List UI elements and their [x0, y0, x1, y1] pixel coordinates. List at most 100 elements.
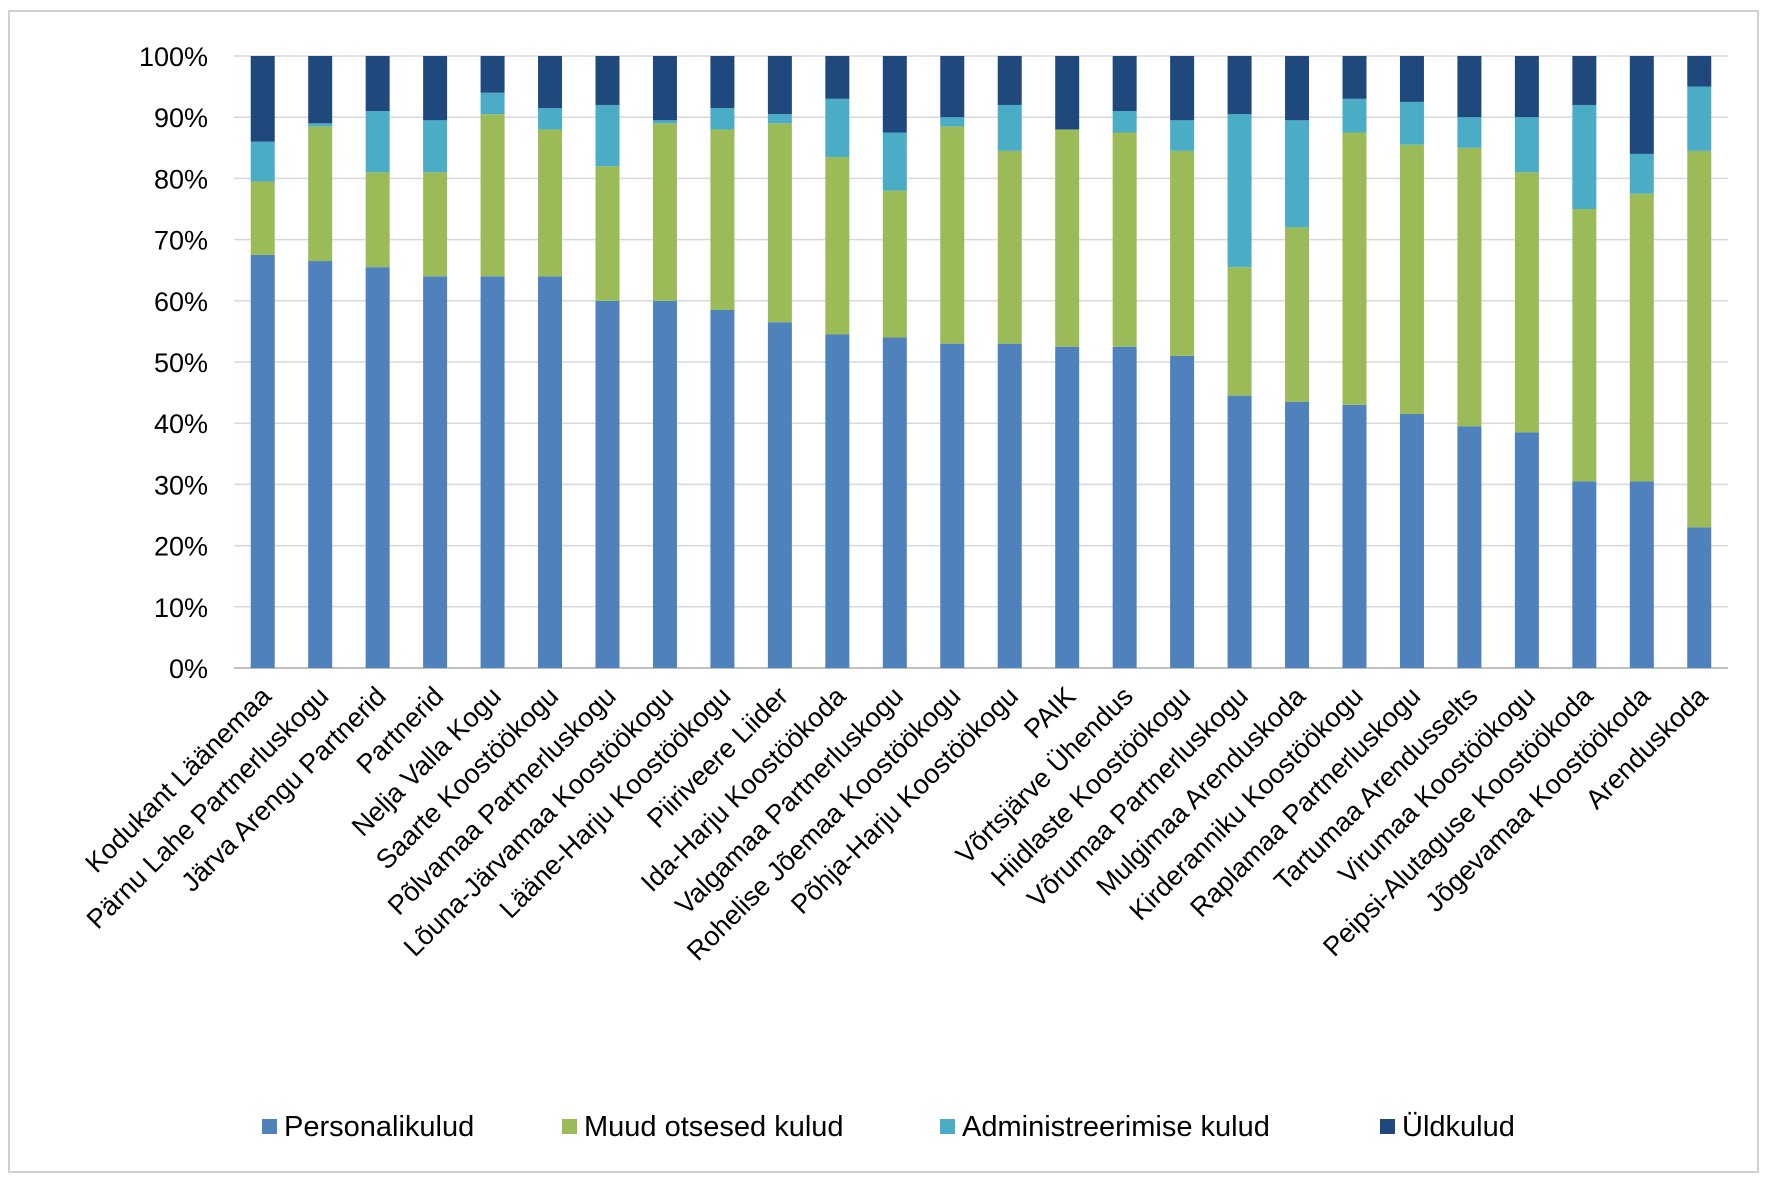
bar-segment [710, 56, 735, 109]
y-tick-label: 40% [154, 409, 208, 439]
bar-segment [1285, 120, 1310, 228]
bar-segment [365, 111, 390, 173]
bar-segment [767, 56, 792, 115]
bar-segment [308, 123, 333, 127]
bar-segment [652, 56, 677, 121]
legend-item: Administreerimise kulud [940, 1111, 1270, 1143]
bar-segment [365, 56, 390, 112]
bar-segment [595, 104, 620, 167]
bar-segment [940, 126, 965, 344]
bar-segment [1399, 144, 1424, 415]
y-tick-label: 20% [154, 532, 208, 562]
bar-segment [1399, 56, 1424, 102]
bar-segment [1112, 346, 1137, 668]
gridlines [234, 55, 1728, 669]
y-tick-label: 60% [154, 287, 208, 317]
bar-segment [710, 309, 735, 668]
legend-label: Personalikulud [284, 1111, 474, 1143]
bar-segment [308, 126, 333, 262]
bar-segment [423, 172, 448, 277]
bar-segment [480, 92, 505, 115]
legend: Personalikulud Muud otsesed kulud Administ… [262, 1111, 1515, 1143]
bar-segment [1687, 527, 1712, 668]
bar-segment [1342, 404, 1367, 668]
bar-segment [997, 104, 1022, 151]
bar-segment [1285, 56, 1310, 121]
legend-swatch [940, 1119, 955, 1134]
bar-segment [1457, 56, 1482, 118]
bar-segment [1687, 86, 1712, 151]
bar-segment [767, 114, 792, 124]
bar-segment [423, 276, 448, 668]
bar-segment [1112, 132, 1137, 347]
bar-segment [1055, 129, 1080, 347]
y-tick-label: 30% [154, 470, 208, 500]
y-tick-label: 0% [169, 654, 208, 684]
bar-segment [365, 172, 390, 268]
bar-segment [1055, 56, 1080, 130]
legend-swatch [262, 1119, 277, 1134]
bar-segment [1457, 117, 1482, 148]
bar-segment [1055, 346, 1080, 668]
bar-segment [538, 276, 563, 668]
bar-segment [940, 343, 965, 668]
legend-item: Üldkulud [1380, 1111, 1515, 1143]
bar-segment [1629, 153, 1654, 194]
bar-segment [1285, 227, 1310, 402]
bar-segment [423, 56, 448, 121]
bar-segment [825, 156, 850, 335]
bar-segment [1514, 117, 1539, 173]
bar-segment [1170, 120, 1195, 151]
bar-segment [1399, 414, 1424, 668]
bar-segment [1572, 56, 1597, 105]
bar-segment [825, 56, 850, 99]
bar-segment [423, 120, 448, 173]
bar-segment [652, 120, 677, 124]
bar-segment [882, 337, 907, 668]
bar-segment [1514, 172, 1539, 433]
bar-segment [1629, 193, 1654, 482]
bar-segment [480, 56, 505, 93]
legend-label: Muud otsesed kulud [584, 1111, 844, 1143]
bar-segment [538, 108, 563, 130]
bar-segment [538, 56, 563, 109]
bar-segment [997, 343, 1022, 668]
y-tick-label: 10% [154, 593, 208, 623]
bar-segment [250, 141, 275, 182]
bar-segment [997, 150, 1022, 344]
bar-segment [308, 56, 333, 124]
y-tick-label: 90% [154, 103, 208, 133]
bar-segment [1227, 395, 1252, 668]
bar-segment [1227, 56, 1252, 115]
bar-segment [1572, 209, 1597, 482]
bar-segment [825, 98, 850, 157]
x-category-label: Pärnu Lahe Partnerluskogu [81, 681, 335, 935]
bar-segment [1112, 111, 1137, 133]
bar-segment [595, 300, 620, 668]
bar-segment [1457, 426, 1482, 668]
bar-segment [1342, 56, 1367, 99]
y-tick-label: 100% [139, 42, 208, 72]
bar-segment [595, 56, 620, 105]
bar-segment [1629, 481, 1654, 668]
bar-segment [595, 166, 620, 301]
bar-segment [940, 56, 965, 118]
legend-label: Administreerimise kulud [962, 1111, 1270, 1143]
bar-segment [308, 261, 333, 668]
bar-segment [710, 129, 735, 310]
bar-segment [1629, 56, 1654, 154]
bar-segment [710, 108, 735, 130]
bar-segment [1342, 98, 1367, 133]
bar-segment [250, 56, 275, 142]
legend-swatch [1380, 1119, 1395, 1134]
y-tick-label: 70% [154, 226, 208, 256]
bar-segment [1227, 114, 1252, 268]
legend-item: Personalikulud [262, 1111, 474, 1143]
legend-label: Üldkulud [1402, 1111, 1515, 1143]
bar-segment [882, 132, 907, 191]
bar-segment [940, 117, 965, 127]
bar-segment [652, 300, 677, 668]
bar-segment [1514, 432, 1539, 668]
